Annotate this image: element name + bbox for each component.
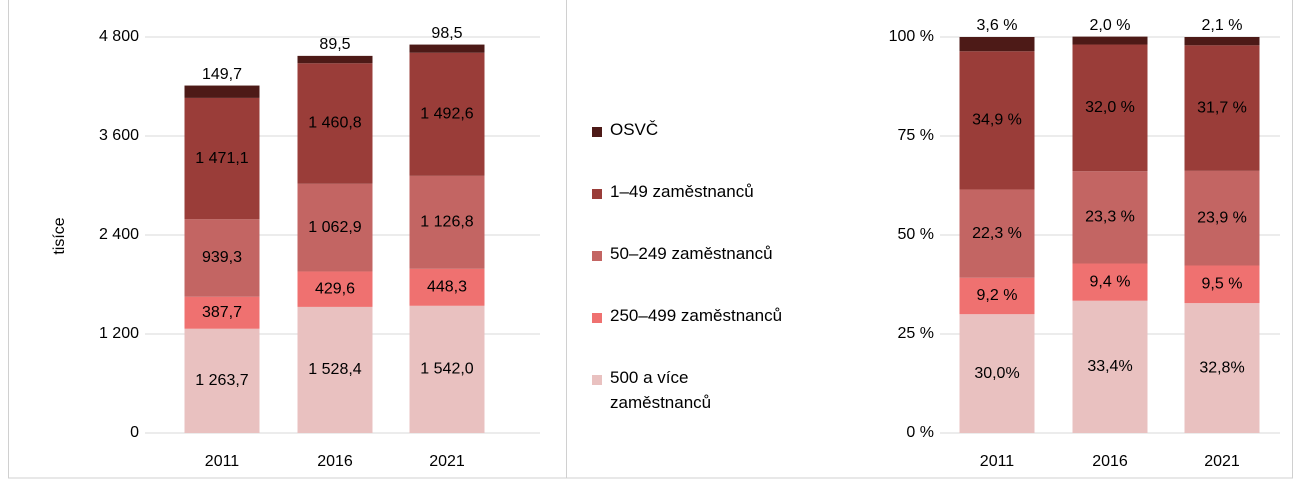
bar-segment [409, 268, 485, 306]
legend-item: 50–249 zaměstnanců [592, 244, 786, 308]
data-label: 1 471,1 [195, 150, 248, 167]
data-label: 1 542,0 [420, 361, 473, 378]
y-tick-label: 1 200 [99, 325, 139, 342]
bar-segment [184, 85, 260, 98]
bar-segment [1072, 300, 1148, 433]
x-tick-label: 2021 [1204, 453, 1240, 470]
data-label: 9,4 % [1090, 273, 1131, 290]
legend: OSVČ 1–49 zaměstnanců 50–249 zaměstnanců 25… [592, 120, 786, 432]
x-tick-label: 2011 [980, 453, 1015, 470]
bar-segment [184, 328, 260, 433]
data-label: 23,9 % [1197, 209, 1247, 226]
x-tick-label: 2016 [1092, 453, 1128, 470]
bar-segment [184, 296, 260, 329]
data-label: 1 062,9 [308, 219, 361, 236]
bar-segment [297, 271, 373, 307]
bar-segment [959, 189, 1035, 278]
bar-segment [297, 55, 373, 64]
data-label: 1 126,8 [420, 214, 473, 231]
y-tick-label: 2 400 [99, 226, 139, 243]
legend-item: OSVČ [592, 120, 786, 184]
data-label: 34,9 % [972, 112, 1022, 129]
bar-segment [1072, 36, 1148, 45]
legend-item: 1–49 zaměstnanců [592, 182, 786, 246]
data-label: 1 263,7 [195, 372, 248, 389]
bar-segment [1072, 263, 1148, 301]
x-tick-label: 2021 [429, 453, 465, 470]
legend-label: 1–49 zaměstnanců [610, 182, 754, 201]
bar-segment [959, 37, 1035, 52]
legend-label: 250–499 zaměstnanců [610, 306, 783, 325]
bar-segment [409, 175, 485, 269]
legend-swatch [592, 127, 602, 137]
y-tick-label: 0 [130, 424, 139, 441]
data-label: 2,1 % [1202, 17, 1243, 34]
data-label: 31,7 % [1197, 99, 1247, 116]
legend-label: 50–249 zaměstnanců [610, 244, 773, 263]
legend-swatch [592, 375, 602, 385]
bar-segment [297, 63, 373, 184]
bar-segment [1072, 171, 1148, 264]
data-label: 9,2 % [977, 287, 1018, 304]
data-label: 429,6 [315, 280, 355, 297]
legend-label: 500 a více zaměstnanců [610, 368, 712, 412]
data-label: 939,3 [202, 249, 242, 266]
y-tick-label: 4 800 [99, 28, 139, 45]
data-label: 448,3 [427, 279, 467, 296]
y-tick-label: 50 % [898, 226, 934, 243]
data-label: 30,0% [974, 365, 1019, 382]
bar-segment [297, 183, 373, 272]
data-label: 23,3 % [1085, 209, 1135, 226]
data-label: 98,5 [431, 25, 462, 42]
y-axis-label: tisíce [51, 217, 68, 254]
data-label: 22,3 % [972, 225, 1022, 242]
legend-swatch [592, 251, 602, 261]
bar-segment [959, 277, 1035, 315]
data-label: 2,0 % [1090, 17, 1131, 34]
data-label: 33,4% [1087, 358, 1132, 375]
bar-segment [1184, 303, 1260, 433]
bar-segment [1184, 45, 1260, 171]
frame [8, 0, 1293, 479]
legend-swatch [592, 313, 602, 323]
x-tick-label: 2011 [205, 453, 240, 470]
bar-segment [1184, 37, 1260, 46]
data-label: 9,5 % [1202, 276, 1243, 293]
legend-item: 250–499 zaměstnanců [592, 306, 786, 370]
y-tick-label: 3 600 [99, 127, 139, 144]
y-tick-label: 25 % [898, 325, 934, 342]
bar-segment [409, 305, 485, 433]
data-label: 1 528,4 [308, 361, 361, 378]
data-label: 149,7 [202, 66, 242, 83]
bar-segment [184, 97, 260, 220]
data-label: 32,8% [1199, 359, 1244, 376]
bar-segment [959, 51, 1035, 190]
data-label: 1 460,8 [308, 115, 361, 132]
bar-segment [184, 219, 260, 297]
legend-swatch [592, 189, 602, 199]
bar-segment [409, 44, 485, 53]
data-label: 1 492,6 [420, 105, 473, 122]
data-label: 3,6 % [977, 17, 1018, 34]
bar-segment [297, 306, 373, 433]
data-label: 32,0 % [1085, 99, 1135, 116]
data-label: 387,7 [202, 304, 242, 321]
bar-segment [959, 314, 1035, 433]
x-tick-label: 2016 [317, 453, 353, 470]
bar-segment [1184, 170, 1260, 266]
y-tick-label: 75 % [898, 127, 934, 144]
bar-segment [1184, 265, 1260, 304]
bar-segment [409, 52, 485, 176]
y-tick-label: 100 % [889, 28, 934, 45]
bar-segment [1072, 44, 1148, 172]
legend-label: OSVČ [610, 120, 659, 139]
y-tick-label: 0 % [906, 424, 934, 441]
data-label: 89,5 [319, 36, 350, 53]
legend-item: 500 a více zaměstnanců [592, 368, 786, 432]
